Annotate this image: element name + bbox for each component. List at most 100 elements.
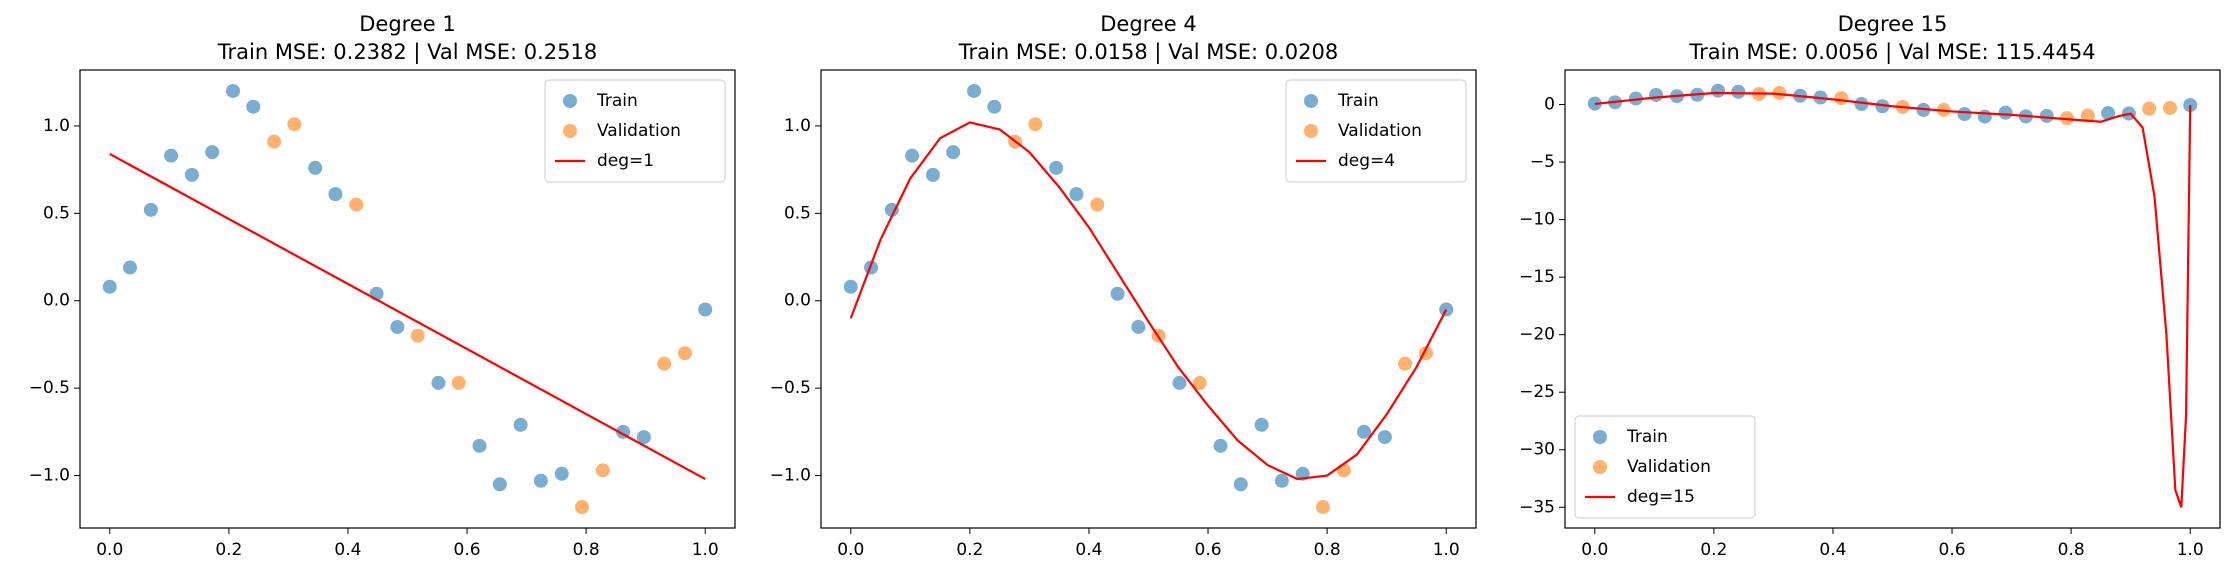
point — [595, 463, 610, 478]
point — [1977, 109, 1992, 124]
chart-subtitle: Train MSE: 0.2382 | Val MSE: 0.2518 — [217, 40, 598, 65]
y-tick-label: −1.0 — [770, 466, 811, 486]
point — [472, 438, 487, 453]
point — [533, 473, 548, 488]
point — [328, 187, 343, 202]
x-tick-label: 0.6 — [1939, 540, 1966, 560]
point — [1274, 473, 1289, 488]
y-tick-label: −35 — [1519, 497, 1555, 517]
point — [1172, 375, 1187, 390]
point — [1110, 286, 1125, 301]
fit-line — [1594, 91, 2192, 508]
x-tick-label: 1.0 — [692, 540, 719, 560]
point — [843, 279, 858, 294]
y-tick-label: −10 — [1519, 210, 1555, 230]
point — [287, 117, 302, 132]
legend-label: Train — [1337, 91, 1379, 111]
point — [554, 466, 569, 481]
x-tick-label: 0.4 — [1819, 540, 1846, 560]
point — [1649, 87, 1664, 102]
point — [2039, 108, 2054, 123]
point — [1213, 438, 1228, 453]
point — [967, 83, 982, 98]
y-tick-label: 0.0 — [784, 291, 811, 311]
point — [1233, 477, 1248, 492]
fit-line — [109, 152, 706, 481]
chart-subtitle: Train MSE: 0.0056 | Val MSE: 115.4454 — [1688, 40, 2095, 65]
axes-frame — [1564, 69, 2221, 529]
point — [1069, 187, 1084, 202]
point — [492, 477, 507, 492]
point — [1998, 105, 2013, 120]
point — [226, 83, 241, 98]
y-tick-label: 1.0 — [784, 116, 811, 136]
point — [205, 145, 220, 160]
point — [1854, 97, 1869, 112]
axes-frame — [820, 69, 1477, 529]
x-tick-label: 0.0 — [96, 540, 123, 560]
point — [2142, 101, 2157, 116]
legend-label: Train — [1626, 427, 1668, 447]
point — [1254, 417, 1269, 432]
point — [1131, 319, 1146, 334]
point — [1731, 84, 1746, 99]
point — [636, 430, 651, 445]
y-tick-label: −5 — [1530, 152, 1555, 172]
x-tick-label: 0.6 — [1195, 540, 1222, 560]
y-tick-label: −1.0 — [29, 466, 70, 486]
point — [1090, 197, 1105, 212]
x-tick-label: 0.4 — [1075, 540, 1102, 560]
legend-label: Validation — [1627, 457, 1711, 477]
y-tick-label: −25 — [1519, 382, 1555, 402]
legend-swatch — [563, 124, 577, 138]
plot-area — [843, 83, 1454, 515]
y-tick-label: −15 — [1519, 267, 1555, 287]
legend-swatch — [1593, 430, 1607, 444]
point — [905, 148, 920, 163]
point — [1192, 375, 1207, 390]
legend-swatch — [1304, 124, 1318, 138]
y-tick-label: 0.0 — [43, 291, 70, 311]
y-tick-label: 1.0 — [43, 116, 70, 136]
point — [2101, 106, 2116, 121]
chart-title: Degree 4 — [1100, 12, 1196, 36]
point — [677, 346, 692, 361]
point — [102, 279, 117, 294]
y-tick-label: −0.5 — [29, 378, 70, 398]
legend-label: deg=15 — [1627, 487, 1695, 507]
point — [1049, 160, 1064, 175]
legend-swatch — [1304, 94, 1318, 108]
axes-frame — [79, 69, 736, 529]
point — [1772, 85, 1787, 100]
x-tick-label: 0.6 — [454, 540, 481, 560]
point — [410, 328, 425, 343]
legend-label: Train — [596, 91, 638, 111]
x-tick-label: 1.0 — [1433, 540, 1460, 560]
point — [1315, 500, 1330, 515]
point — [657, 356, 672, 371]
x-tick-label: 0.8 — [573, 540, 600, 560]
y-tick-label: −0.5 — [770, 378, 811, 398]
y-tick-label: 0 — [1544, 95, 1555, 115]
point — [267, 134, 282, 149]
point — [1875, 99, 1890, 114]
x-tick-label: 0.2 — [956, 540, 983, 560]
x-tick-label: 0.8 — [2058, 540, 2085, 560]
point — [574, 500, 589, 515]
point — [143, 202, 158, 217]
point — [451, 375, 466, 390]
legend-label: Validation — [1338, 121, 1422, 141]
x-tick-label: 0.2 — [1700, 540, 1727, 560]
point — [1398, 356, 1413, 371]
point — [1377, 430, 1392, 445]
point — [1336, 463, 1351, 478]
x-tick-label: 0.4 — [334, 540, 361, 560]
point — [349, 197, 364, 212]
chart-title: Degree 15 — [1838, 12, 1948, 36]
point — [1711, 83, 1726, 98]
point — [431, 375, 446, 390]
point — [2162, 100, 2177, 115]
point — [184, 167, 199, 182]
legend-box — [1574, 415, 1756, 519]
